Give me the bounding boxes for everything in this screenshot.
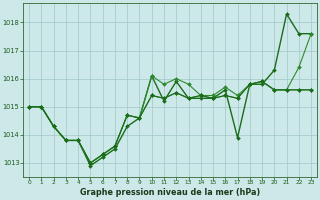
X-axis label: Graphe pression niveau de la mer (hPa): Graphe pression niveau de la mer (hPa) xyxy=(80,188,260,197)
